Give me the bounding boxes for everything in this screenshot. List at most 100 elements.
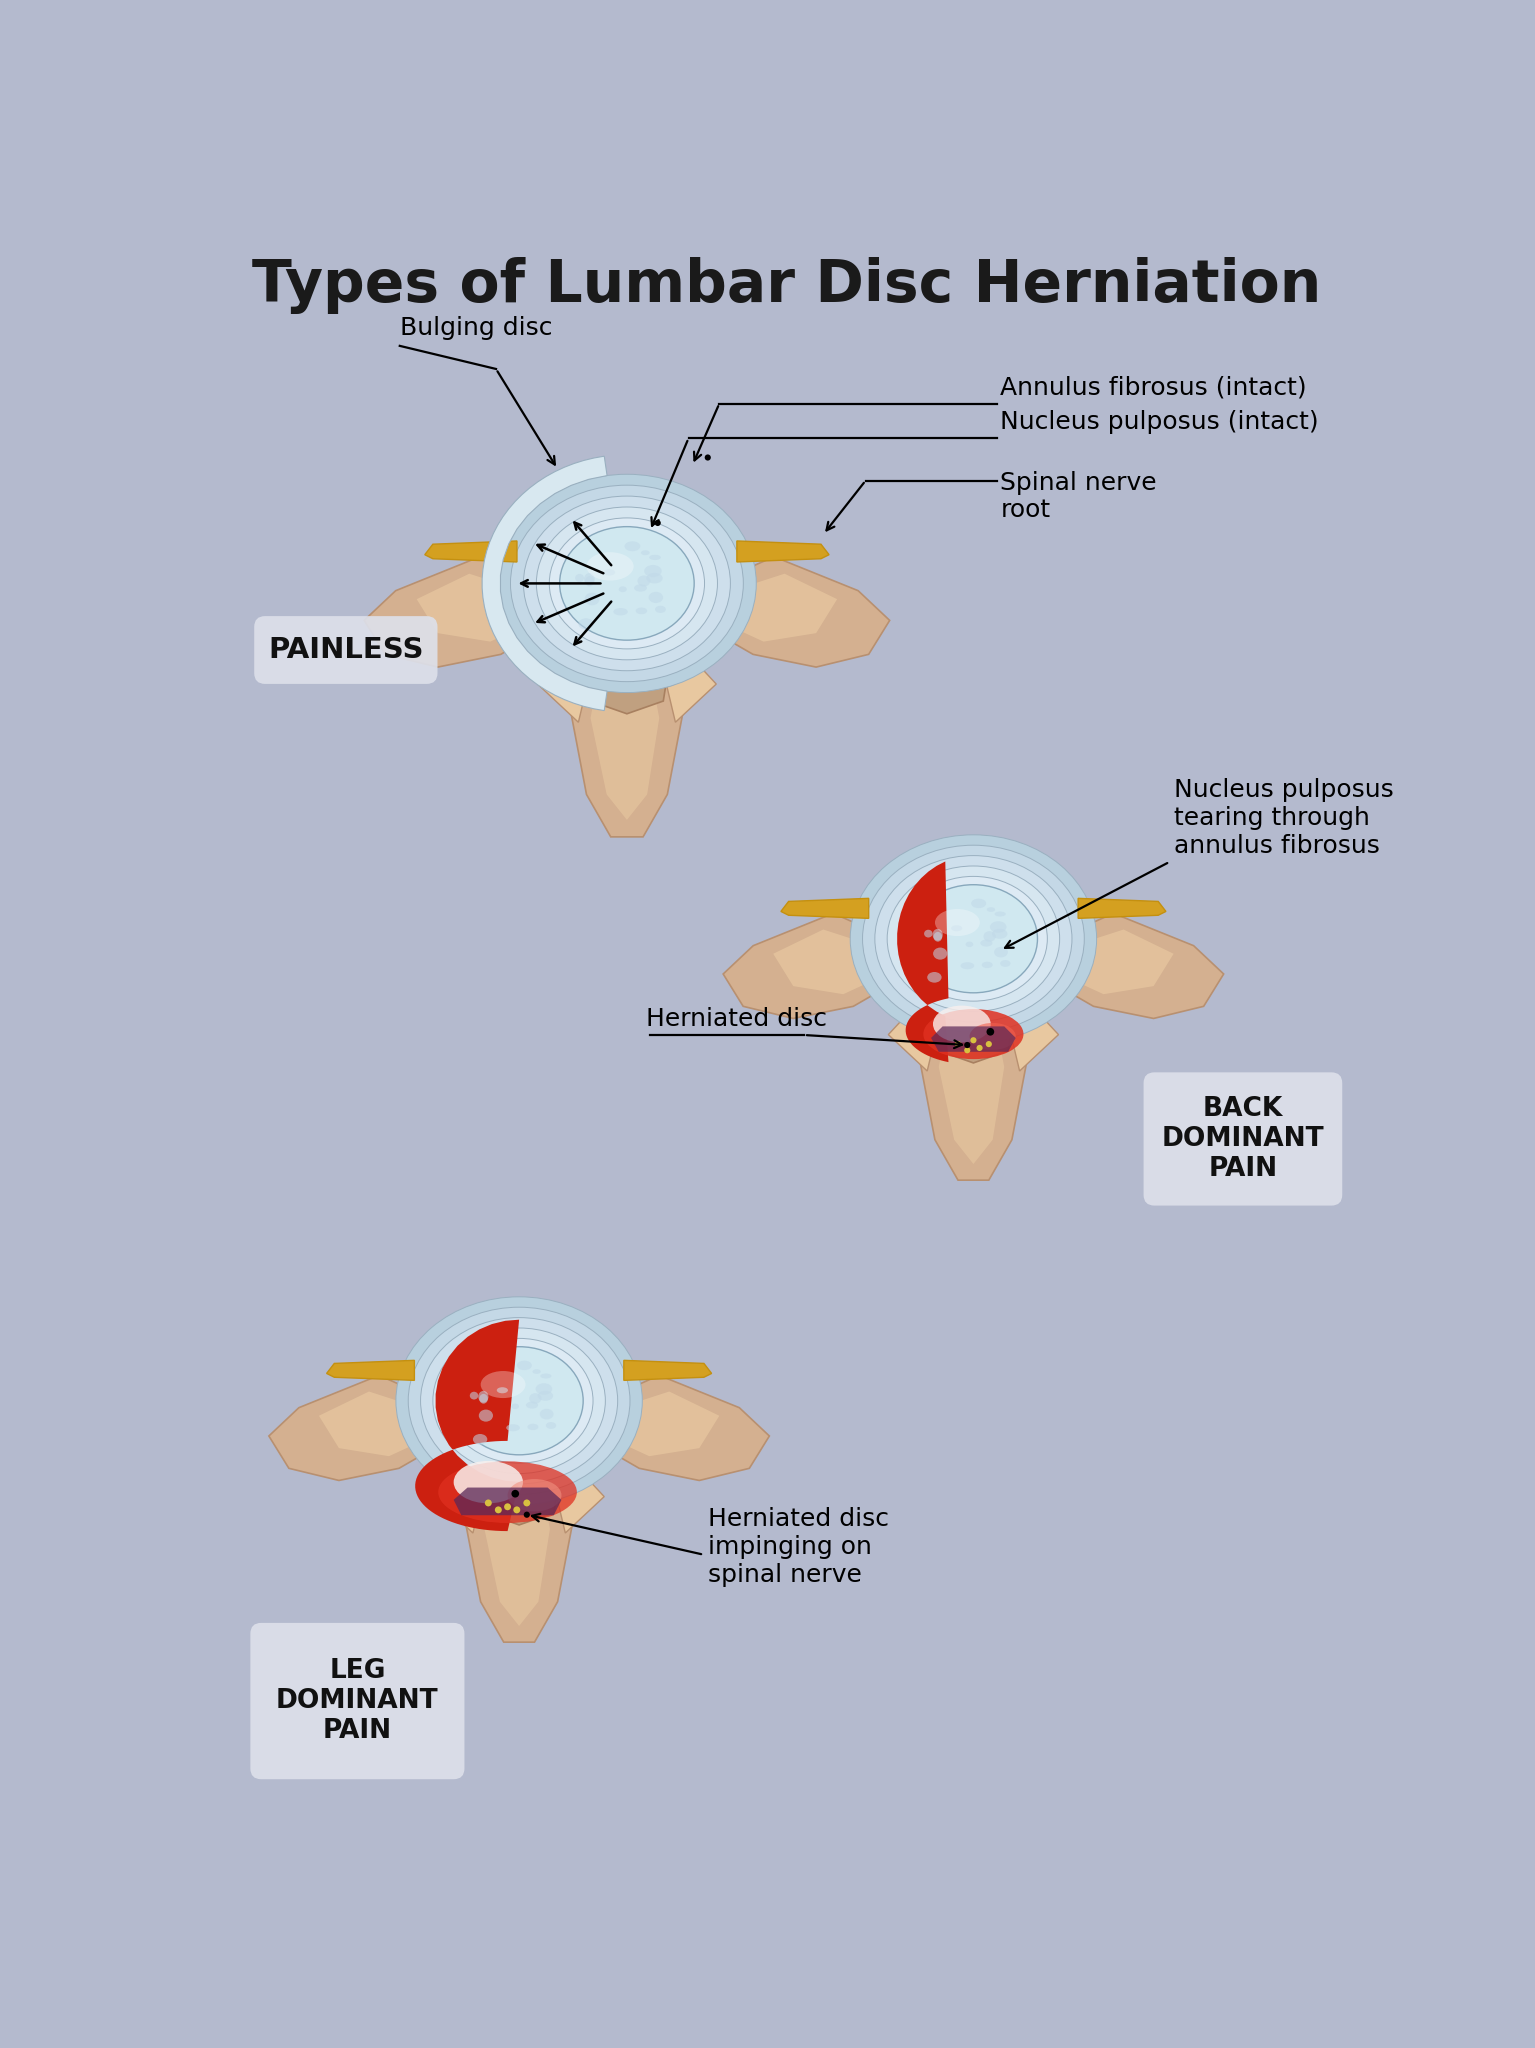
Polygon shape xyxy=(434,1464,485,1534)
Text: Annulus fibrosus (intact): Annulus fibrosus (intact) xyxy=(1001,375,1306,399)
Ellipse shape xyxy=(1018,856,1059,905)
Ellipse shape xyxy=(645,565,662,578)
Ellipse shape xyxy=(933,930,942,940)
Ellipse shape xyxy=(546,1421,556,1430)
Ellipse shape xyxy=(454,1460,523,1503)
Polygon shape xyxy=(1059,913,1223,1018)
Polygon shape xyxy=(485,1489,550,1626)
Ellipse shape xyxy=(619,586,626,592)
Ellipse shape xyxy=(1022,856,1055,879)
Ellipse shape xyxy=(433,1319,476,1368)
Ellipse shape xyxy=(649,555,662,559)
Ellipse shape xyxy=(408,1307,629,1495)
Ellipse shape xyxy=(560,526,694,641)
Polygon shape xyxy=(571,668,683,838)
Ellipse shape xyxy=(470,1360,568,1442)
Ellipse shape xyxy=(480,1370,525,1399)
Ellipse shape xyxy=(579,618,594,629)
Ellipse shape xyxy=(424,1438,464,1466)
Ellipse shape xyxy=(900,877,1047,1001)
Ellipse shape xyxy=(850,836,1096,1042)
Text: LEG
DOMINANT
PAIN: LEG DOMINANT PAIN xyxy=(276,1659,439,1745)
Ellipse shape xyxy=(878,975,918,1006)
Ellipse shape xyxy=(507,1423,520,1432)
Polygon shape xyxy=(425,541,517,561)
Ellipse shape xyxy=(563,1319,605,1368)
Ellipse shape xyxy=(637,575,651,586)
Text: Types of Lumbar Disc Herniation: Types of Lumbar Disc Herniation xyxy=(252,258,1322,313)
Ellipse shape xyxy=(530,1393,542,1403)
Polygon shape xyxy=(1078,899,1167,918)
Ellipse shape xyxy=(924,897,1022,981)
Ellipse shape xyxy=(479,1395,488,1403)
Ellipse shape xyxy=(470,1393,479,1399)
Ellipse shape xyxy=(655,606,666,612)
Polygon shape xyxy=(537,649,591,723)
Ellipse shape xyxy=(672,496,717,549)
Ellipse shape xyxy=(961,963,975,969)
Ellipse shape xyxy=(479,1409,493,1421)
Ellipse shape xyxy=(678,498,711,520)
Ellipse shape xyxy=(445,1339,593,1462)
Ellipse shape xyxy=(603,569,616,575)
Polygon shape xyxy=(414,1319,519,1532)
Polygon shape xyxy=(781,899,869,918)
Ellipse shape xyxy=(569,1319,600,1339)
Circle shape xyxy=(964,1047,970,1053)
Circle shape xyxy=(485,1499,491,1507)
Circle shape xyxy=(503,1503,511,1509)
Ellipse shape xyxy=(536,508,717,659)
Ellipse shape xyxy=(528,1423,539,1430)
Circle shape xyxy=(654,520,660,526)
Ellipse shape xyxy=(527,1401,539,1409)
Ellipse shape xyxy=(984,932,996,942)
Ellipse shape xyxy=(454,1348,583,1454)
Ellipse shape xyxy=(887,866,1059,1012)
Circle shape xyxy=(970,1036,976,1042)
Ellipse shape xyxy=(537,1391,553,1401)
Ellipse shape xyxy=(893,856,924,879)
Circle shape xyxy=(494,1507,502,1513)
Polygon shape xyxy=(319,1391,424,1456)
Circle shape xyxy=(511,1489,519,1497)
Circle shape xyxy=(987,1028,995,1036)
Polygon shape xyxy=(477,1440,562,1526)
Ellipse shape xyxy=(992,930,1007,938)
Ellipse shape xyxy=(497,1386,508,1393)
Ellipse shape xyxy=(523,496,731,672)
Ellipse shape xyxy=(542,498,574,520)
Ellipse shape xyxy=(396,1296,642,1505)
Ellipse shape xyxy=(981,940,993,946)
Polygon shape xyxy=(534,1466,562,1489)
Circle shape xyxy=(513,1507,520,1513)
Ellipse shape xyxy=(550,518,705,649)
Ellipse shape xyxy=(935,909,979,936)
Ellipse shape xyxy=(614,608,628,614)
Ellipse shape xyxy=(585,575,594,586)
Text: Spinal nerve
root: Spinal nerve root xyxy=(1001,471,1157,522)
Ellipse shape xyxy=(625,541,640,551)
Ellipse shape xyxy=(912,887,1035,991)
Circle shape xyxy=(976,1044,982,1051)
Ellipse shape xyxy=(982,963,993,969)
Polygon shape xyxy=(723,913,889,1018)
Polygon shape xyxy=(364,557,537,668)
Ellipse shape xyxy=(987,907,995,911)
Ellipse shape xyxy=(966,942,973,946)
Ellipse shape xyxy=(511,485,743,682)
Polygon shape xyxy=(939,1026,1004,1163)
Polygon shape xyxy=(614,1391,720,1456)
Polygon shape xyxy=(623,1360,712,1380)
Ellipse shape xyxy=(511,1403,519,1409)
Ellipse shape xyxy=(685,623,726,653)
Polygon shape xyxy=(1068,930,1174,993)
Polygon shape xyxy=(919,1018,1027,1180)
Ellipse shape xyxy=(1028,975,1068,1006)
Circle shape xyxy=(985,1040,992,1047)
FancyBboxPatch shape xyxy=(250,1622,465,1780)
Ellipse shape xyxy=(642,551,649,555)
Ellipse shape xyxy=(990,922,1007,932)
Ellipse shape xyxy=(457,1350,580,1452)
Ellipse shape xyxy=(540,1409,554,1419)
Polygon shape xyxy=(717,557,890,668)
